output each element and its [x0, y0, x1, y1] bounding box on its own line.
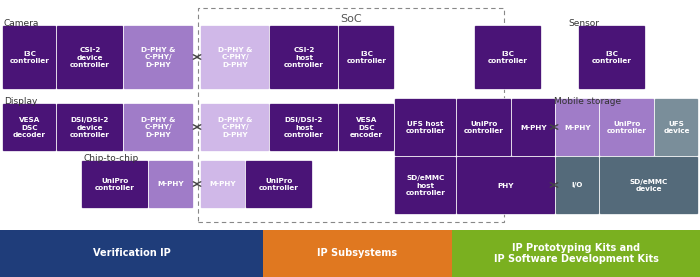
FancyBboxPatch shape — [123, 104, 193, 152]
Text: I3C
controller: I3C controller — [592, 51, 632, 64]
Text: M-PHY: M-PHY — [520, 124, 547, 130]
Text: Camera: Camera — [4, 19, 39, 28]
FancyBboxPatch shape — [270, 25, 339, 89]
Bar — [452, 230, 700, 277]
Text: D-PHY &
C-PHY/
D-PHY: D-PHY & C-PHY/ D-PHY — [141, 47, 176, 68]
FancyBboxPatch shape — [578, 25, 645, 89]
FancyBboxPatch shape — [200, 25, 270, 89]
FancyBboxPatch shape — [200, 160, 246, 209]
Text: IP Subsystems: IP Subsystems — [317, 248, 398, 258]
Text: D-PHY &
C-PHY/
D-PHY: D-PHY & C-PHY/ D-PHY — [141, 117, 176, 138]
Text: Mobile storage: Mobile storage — [554, 97, 621, 106]
Text: M-PHY: M-PHY — [564, 124, 591, 130]
Text: I/O: I/O — [572, 183, 583, 189]
FancyBboxPatch shape — [57, 104, 123, 152]
FancyBboxPatch shape — [123, 25, 193, 89]
Bar — [198, 8, 504, 222]
FancyBboxPatch shape — [654, 99, 699, 157]
Text: UFS host
controller: UFS host controller — [405, 121, 445, 134]
Text: UniPro
controller: UniPro controller — [95, 178, 135, 191]
Text: I3C
controller: I3C controller — [10, 51, 50, 64]
Bar — [0, 230, 263, 277]
Text: DSI/DSI-2
host
controller: DSI/DSI-2 host controller — [284, 117, 324, 138]
Text: CSI-2
device
controller: CSI-2 device controller — [70, 47, 110, 68]
Text: UniPro
controller: UniPro controller — [259, 178, 299, 191]
Text: CSI-2
host
controller: CSI-2 host controller — [284, 47, 324, 68]
Text: M-PHY: M-PHY — [210, 181, 237, 188]
Text: UniPro
controller: UniPro controller — [464, 121, 504, 134]
FancyBboxPatch shape — [148, 160, 193, 209]
Text: Display: Display — [4, 97, 37, 106]
Text: D-PHY &
C-PHY/
D-PHY: D-PHY & C-PHY/ D-PHY — [218, 47, 252, 68]
FancyBboxPatch shape — [57, 25, 123, 89]
Text: DSI/DSI-2
device
controller: DSI/DSI-2 device controller — [70, 117, 110, 138]
Text: Chip-to-chip: Chip-to-chip — [83, 154, 139, 163]
FancyBboxPatch shape — [81, 160, 148, 209]
Text: VESA
DSC
decoder: VESA DSC decoder — [13, 117, 46, 138]
FancyBboxPatch shape — [456, 157, 556, 214]
FancyBboxPatch shape — [456, 99, 512, 157]
FancyBboxPatch shape — [512, 99, 556, 157]
FancyBboxPatch shape — [200, 104, 270, 152]
Text: Sensor: Sensor — [568, 19, 599, 28]
Text: I3C
controller: I3C controller — [346, 51, 386, 64]
FancyBboxPatch shape — [339, 25, 395, 89]
FancyBboxPatch shape — [599, 157, 699, 214]
Text: VESA
DSC
encoder: VESA DSC encoder — [350, 117, 383, 138]
FancyBboxPatch shape — [395, 99, 456, 157]
Text: M-PHY: M-PHY — [158, 181, 184, 188]
FancyBboxPatch shape — [395, 157, 456, 214]
FancyBboxPatch shape — [246, 160, 312, 209]
Text: SD/eMMC
device: SD/eMMC device — [630, 179, 668, 192]
Text: UniPro
controller: UniPro controller — [607, 121, 647, 134]
Text: Verification IP: Verification IP — [92, 248, 170, 258]
Text: SoC: SoC — [340, 14, 362, 24]
FancyBboxPatch shape — [3, 25, 57, 89]
FancyBboxPatch shape — [556, 99, 599, 157]
FancyBboxPatch shape — [599, 99, 654, 157]
Text: I3C
controller: I3C controller — [488, 51, 528, 64]
Bar — [0, 0, 700, 230]
Text: UFS
device: UFS device — [664, 121, 690, 134]
FancyBboxPatch shape — [339, 104, 395, 152]
FancyBboxPatch shape — [270, 104, 339, 152]
Text: D-PHY &
C-PHY/
D-PHY: D-PHY & C-PHY/ D-PHY — [218, 117, 252, 138]
Text: IP Prototyping Kits and
IP Software Development Kits: IP Prototyping Kits and IP Software Deve… — [494, 243, 659, 264]
FancyBboxPatch shape — [475, 25, 542, 89]
FancyBboxPatch shape — [3, 104, 57, 152]
Text: PHY: PHY — [498, 183, 514, 189]
Text: SD/eMMC
host
controller: SD/eMMC host controller — [405, 175, 445, 196]
Bar — [263, 230, 452, 277]
FancyBboxPatch shape — [556, 157, 599, 214]
